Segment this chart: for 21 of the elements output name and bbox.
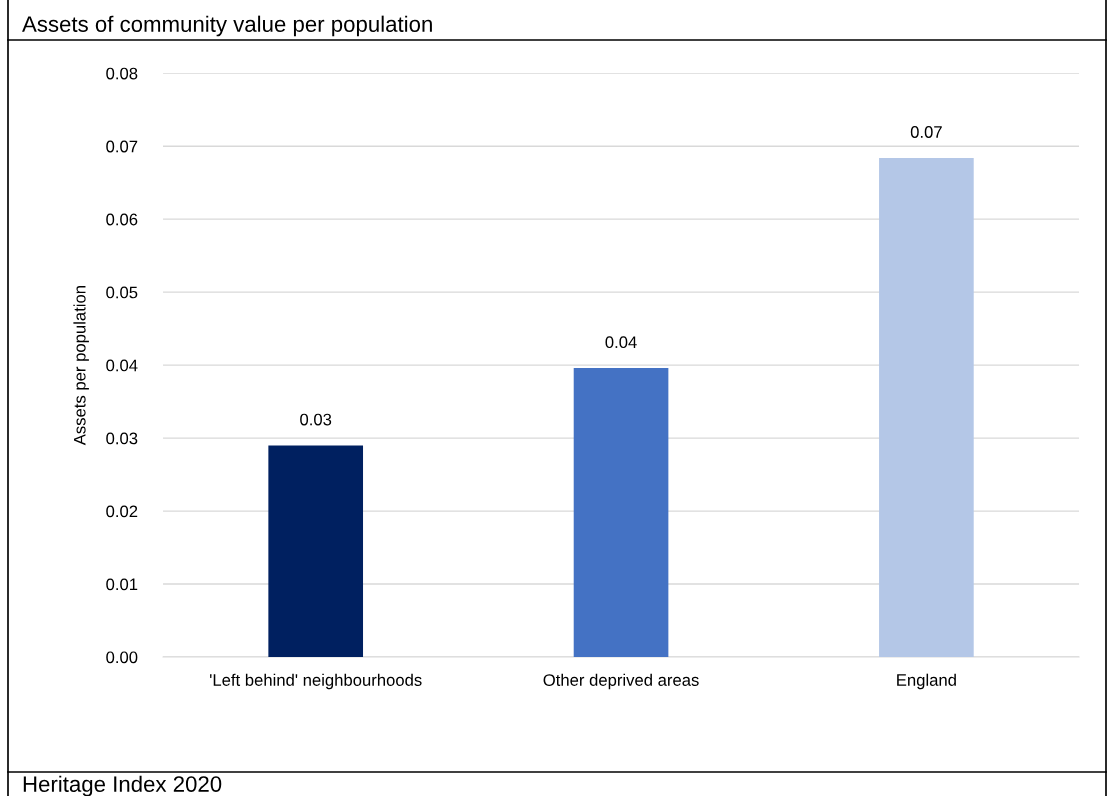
x-tick-label: England xyxy=(897,673,956,690)
x-tick-label: Other deprived areas xyxy=(543,673,699,690)
y-tick-label: 0.04 xyxy=(106,359,138,372)
y-tick-label: 0.02 xyxy=(106,505,138,518)
y-tick-label: 0.01 xyxy=(106,578,138,591)
bar xyxy=(879,157,974,658)
bar xyxy=(268,445,364,658)
y-tick-label: 0.03 xyxy=(106,432,138,445)
chart-title: Assets of community value per population xyxy=(22,15,432,37)
y-axis-title: Assets per population xyxy=(73,286,89,446)
data-label: 0.03 xyxy=(300,413,332,426)
text: Heritage Index 2020 xyxy=(23,775,222,796)
bar xyxy=(573,368,669,658)
data-label: 0.04 xyxy=(605,336,637,349)
y-tick-label: 0.00 xyxy=(106,651,138,664)
data-label: 0.07 xyxy=(910,126,942,138)
y-tick-label: 0.07 xyxy=(106,140,138,153)
y-tick-label: 0.08 xyxy=(106,67,138,80)
x-tick-label: 'Left behind' neighbourhoods xyxy=(210,673,422,690)
y-tick-label: 0.06 xyxy=(106,213,138,226)
y-tick-label: 0.05 xyxy=(106,286,138,299)
